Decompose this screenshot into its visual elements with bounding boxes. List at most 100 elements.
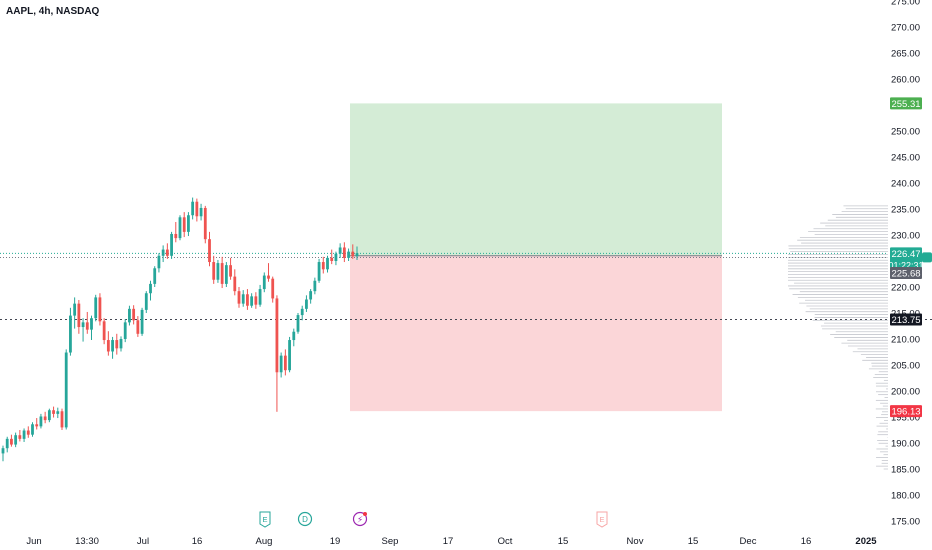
price-tick-label: 175.00 bbox=[891, 517, 920, 528]
candle bbox=[288, 336, 291, 373]
candle-body bbox=[317, 262, 321, 281]
candle-body bbox=[313, 280, 317, 292]
candle bbox=[5, 436, 9, 453]
time-tick-label: 16 bbox=[801, 536, 812, 547]
candle bbox=[347, 248, 350, 261]
earnings-icon bbox=[259, 511, 271, 528]
candle-body bbox=[26, 430, 30, 435]
position-zones[interactable] bbox=[350, 103, 722, 412]
candle-body bbox=[254, 296, 258, 305]
candle bbox=[119, 336, 123, 352]
candle bbox=[267, 263, 270, 282]
previous-close-badge-bg bbox=[890, 266, 922, 279]
candle-body bbox=[330, 257, 334, 261]
price-tick-label: 260.00 bbox=[891, 75, 920, 86]
candle bbox=[334, 251, 338, 266]
target-price-badge: 255.31 bbox=[891, 99, 920, 110]
event-markers[interactable]: E D ⚡ E bbox=[259, 511, 608, 528]
candle bbox=[18, 430, 22, 442]
candle bbox=[254, 292, 258, 309]
candle bbox=[338, 243, 342, 258]
candle-body bbox=[279, 355, 283, 373]
candle-body bbox=[170, 233, 173, 256]
candle-body bbox=[300, 308, 304, 316]
time-tick-label: 16 bbox=[192, 536, 203, 547]
candle-body bbox=[73, 303, 77, 316]
candle-body bbox=[182, 217, 186, 232]
candle bbox=[241, 290, 245, 307]
event-marker-split: ⚡ bbox=[352, 511, 368, 527]
time-tick-label: 17 bbox=[443, 536, 454, 547]
candle bbox=[300, 305, 304, 321]
candle bbox=[153, 266, 157, 287]
candle bbox=[203, 205, 207, 244]
price-alert-tab bbox=[922, 252, 932, 263]
price-tick-label: 235.00 bbox=[891, 205, 920, 216]
candle bbox=[271, 276, 275, 303]
candle bbox=[313, 277, 317, 295]
candle bbox=[178, 215, 182, 241]
candle bbox=[199, 203, 203, 221]
candle bbox=[144, 291, 148, 313]
candle-body bbox=[351, 251, 355, 257]
event-marker-dividend: D bbox=[297, 511, 313, 527]
candle bbox=[157, 253, 161, 273]
candle bbox=[69, 307, 72, 356]
candle-body bbox=[334, 253, 338, 261]
earnings-icon bbox=[596, 511, 608, 528]
candle-body bbox=[258, 289, 262, 305]
candle bbox=[94, 294, 98, 322]
candle-body bbox=[157, 255, 161, 269]
candle bbox=[351, 244, 355, 259]
split-icon bbox=[352, 511, 368, 527]
candle bbox=[132, 305, 136, 325]
time-tick-label: 15 bbox=[558, 536, 569, 547]
candle-body bbox=[10, 438, 13, 445]
time-tick-label: 19 bbox=[330, 536, 341, 547]
candle-body bbox=[237, 291, 241, 304]
candle bbox=[174, 222, 178, 243]
candle bbox=[292, 328, 296, 347]
candle bbox=[60, 408, 64, 430]
candle-body bbox=[165, 249, 169, 256]
candle bbox=[279, 352, 283, 378]
time-tick-label: Oct bbox=[498, 536, 513, 547]
candle bbox=[115, 333, 119, 355]
candle bbox=[224, 262, 228, 287]
candle-body bbox=[203, 207, 207, 240]
candle-body bbox=[212, 262, 216, 280]
candle-body bbox=[342, 247, 346, 258]
candle bbox=[229, 257, 232, 280]
candle bbox=[237, 287, 241, 308]
target-price-badge-bg bbox=[890, 97, 922, 110]
profit-zone bbox=[350, 103, 722, 256]
candles[interactable] bbox=[1, 197, 359, 462]
candle bbox=[73, 297, 77, 329]
candle-body bbox=[321, 262, 325, 270]
candle bbox=[1, 445, 5, 462]
price-tick-label: 275.00 bbox=[891, 0, 920, 8]
candle-body bbox=[347, 251, 350, 258]
candle bbox=[165, 243, 169, 259]
time-tick-label: 13:30 bbox=[75, 536, 99, 547]
candle bbox=[220, 256, 224, 289]
time-tick-label: Sep bbox=[382, 536, 399, 547]
candle bbox=[321, 256, 325, 274]
candle-body bbox=[187, 215, 190, 232]
candle-body bbox=[52, 410, 55, 414]
price-tick-label: 265.00 bbox=[891, 49, 920, 60]
candle bbox=[216, 259, 220, 283]
candle-body bbox=[224, 265, 228, 284]
time-axis[interactable]: Jun 13:30 Jul 16 Aug 19 Sep 17 Oct 15 Nov 15 Dec 16 20… bbox=[26, 536, 877, 547]
candle-body bbox=[233, 276, 237, 292]
candle-body bbox=[60, 411, 64, 428]
candle bbox=[283, 349, 287, 376]
candle-body bbox=[195, 201, 199, 217]
candle bbox=[149, 280, 152, 301]
candle-body bbox=[262, 275, 266, 290]
candle-body bbox=[241, 294, 245, 304]
time-tick-label: Jul bbox=[137, 536, 149, 547]
candle bbox=[35, 418, 39, 430]
